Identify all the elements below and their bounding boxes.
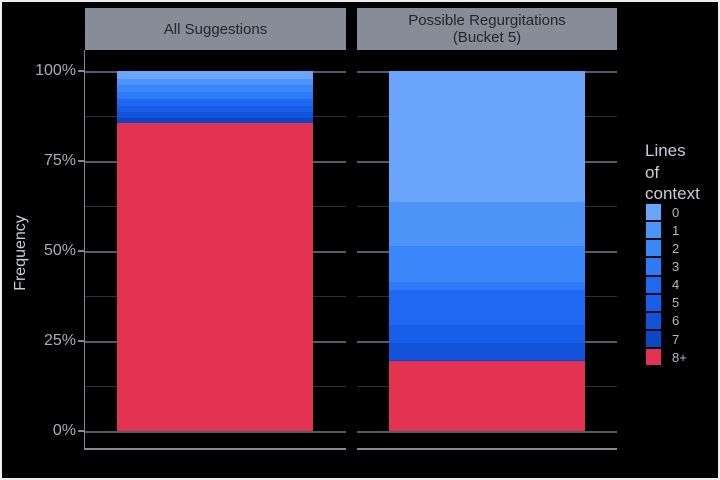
bar-segment-8+ xyxy=(117,122,313,431)
y-tick-label: 0% xyxy=(52,422,76,439)
facet-title-line2: (Bucket 5) xyxy=(452,29,522,46)
bar-segment-5 xyxy=(117,105,313,112)
bar-segment-7 xyxy=(117,118,313,123)
legend-swatch xyxy=(645,239,662,258)
bar-segment-6 xyxy=(117,111,313,119)
legend-key-2: 2 xyxy=(645,239,687,258)
legend-key-7: 7 xyxy=(645,329,687,349)
facet-title-line1: Possible Regurgitations xyxy=(408,12,566,29)
legend-label: 1 xyxy=(672,222,680,238)
legend-label: 2 xyxy=(672,240,680,256)
bar-segment-6 xyxy=(389,343,585,361)
legend-key-5: 5 xyxy=(645,293,687,312)
legend-title-line: Lines xyxy=(645,141,686,160)
legend-title: Lines of context xyxy=(645,140,700,205)
legend-swatch xyxy=(645,311,662,330)
legend-swatch xyxy=(645,275,662,294)
legend-key-8+: 8+ xyxy=(645,348,687,367)
y-tick-mark xyxy=(78,160,85,162)
stacked-bar xyxy=(389,71,585,431)
legend-label: 6 xyxy=(672,313,680,329)
legend-label: 7 xyxy=(672,331,680,347)
bar-segment-1 xyxy=(389,201,585,246)
bar-segment-3 xyxy=(117,91,313,99)
legend-swatch xyxy=(645,257,662,276)
legend-label: 4 xyxy=(672,277,680,293)
legend-swatch xyxy=(645,329,662,349)
legend-keys: 0 1 2 3 4 5 6 7 8+ xyxy=(645,203,687,367)
legend-title-line: of xyxy=(645,162,660,182)
stacked-bar xyxy=(117,71,313,431)
bar-segment-0 xyxy=(117,71,313,79)
legend-label: 3 xyxy=(672,258,680,274)
y-tick-label: 100% xyxy=(35,62,76,79)
bar-segment-2 xyxy=(117,85,313,92)
legend-key-3: 3 xyxy=(645,257,687,276)
facet-strip-all-suggestions: All Suggestions xyxy=(85,8,346,50)
y-tick-mark xyxy=(78,250,85,252)
legend-swatch xyxy=(645,203,662,222)
panel-possible-regurgitations xyxy=(357,50,617,450)
y-tick-mark xyxy=(78,70,85,72)
legend-label: 8+ xyxy=(672,349,687,365)
bar-segment-0 xyxy=(389,71,585,202)
gridline-major xyxy=(357,431,617,433)
legend-key-1: 1 xyxy=(645,221,687,240)
bar-segment-5 xyxy=(389,325,585,344)
legend-swatch xyxy=(645,221,662,240)
y-tick-label: 75% xyxy=(43,152,76,169)
y-tick-mark xyxy=(78,340,85,342)
bar-segment-1 xyxy=(117,78,313,86)
bar-segment-4 xyxy=(389,289,585,326)
bar-segment-4 xyxy=(117,98,313,106)
legend-key-0: 0 xyxy=(645,203,687,222)
panel-all-suggestions xyxy=(85,50,346,450)
bar-segment-8+ xyxy=(389,361,585,431)
legend-label: 0 xyxy=(672,204,680,220)
y-tick-mark xyxy=(78,430,85,432)
legend-swatch xyxy=(645,348,662,367)
facet-strip-possible-regurgitations: Possible Regurgitations (Bucket 5) xyxy=(357,8,617,50)
legend-key-6: 6 xyxy=(645,311,687,330)
legend-title-line: context xyxy=(645,184,700,203)
legend-key-4: 4 xyxy=(645,275,687,294)
y-tick-label: 50% xyxy=(43,242,76,259)
x-axis-line xyxy=(357,448,617,450)
bar-segment-3 xyxy=(389,281,585,290)
x-axis-line xyxy=(85,448,346,450)
y-tick-label: 25% xyxy=(43,332,76,349)
gridline-major xyxy=(85,431,346,433)
bar-segment-7 xyxy=(389,360,585,362)
legend-swatch xyxy=(645,293,662,312)
legend-label: 5 xyxy=(672,295,680,311)
legend: Lines of context 0 1 2 3 4 5 6 7 8+ xyxy=(645,140,700,367)
facet-title: All Suggestions xyxy=(163,20,268,38)
bar-segment-2 xyxy=(389,245,585,282)
